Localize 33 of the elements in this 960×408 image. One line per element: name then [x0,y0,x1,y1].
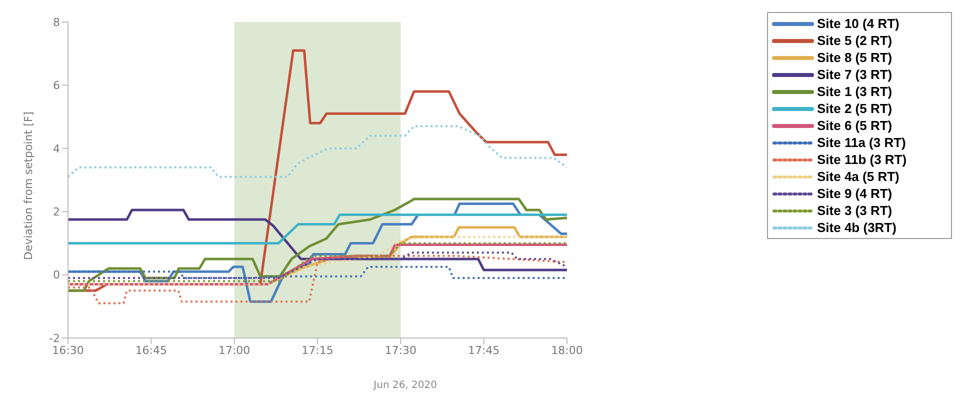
legend-label: Site 8 (5 RT) [817,50,892,65]
legend-label: Site 3 (3 RT) [817,203,892,218]
line-series [68,125,567,178]
x-tick-label: 17:45 [468,344,500,357]
x-tick-label: 17:00 [218,344,250,357]
line-series [68,254,567,304]
legend-label: Site 6 (5 RT) [817,118,892,133]
legend-label: Site 5 (2 RT) [817,33,892,48]
x-tick-label: 16:45 [135,344,168,357]
y-tick-label: 8 [53,16,60,29]
legend-label: Site 7 (3 RT) [817,67,892,82]
line-series [68,236,567,286]
legend-label: Site 9 (4 RT) [817,186,892,201]
legend-label: Site 10 (4 RT) [817,16,900,31]
x-tick-label: 18:00 [551,344,583,357]
line-series [68,252,567,279]
line-series [68,266,567,279]
x-tick-label: 17:15 [302,344,334,357]
y-tick-label: 6 [53,79,60,92]
y-tick-label: 2 [53,206,60,219]
legend-label: Site 11b (3 RT) [817,152,907,167]
x-axis-title: Jun 26, 2020 [372,380,437,391]
legend-label: Site 2 (5 RT) [817,101,892,116]
legend-label: Site 4a (5 RT) [817,169,900,184]
y-axis-title: Deviation from setpoint [F] [22,112,35,260]
y-tick-label: 0 [53,268,60,282]
y-tick-label: 4 [53,142,60,156]
legend-label: Site 4b (3RT) [817,220,896,235]
x-tick-label: 16:30 [52,344,84,357]
legend-label: Site 11a (3 RT) [817,135,906,150]
x-tick-label: 17:30 [384,344,417,357]
legend-label: Site 1 (3 RT) [817,84,892,99]
y-tick-label: -2 [49,332,60,345]
